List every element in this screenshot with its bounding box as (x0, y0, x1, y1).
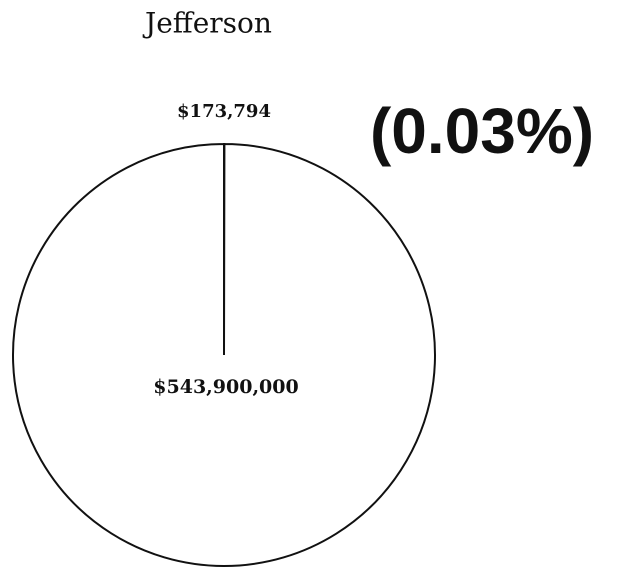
value-label: $543,900,000 (153, 376, 298, 398)
value-label: $173,794 (177, 101, 271, 122)
percent-annotation: (0.03%) (370, 95, 594, 167)
pie-slice (12, 142, 437, 567)
chart-title: Jefferson (142, 7, 272, 40)
